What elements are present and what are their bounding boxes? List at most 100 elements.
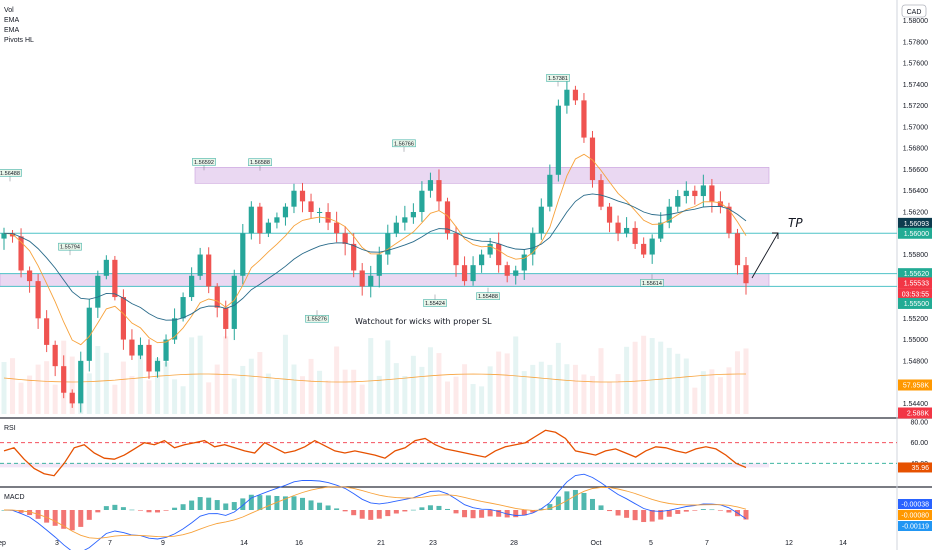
price-tag-bg — [898, 268, 932, 280]
rsi-value-tag-bg — [898, 462, 932, 473]
candle-body — [154, 360, 161, 372]
macd-histogram-bar — [27, 510, 33, 516]
volume-bar — [282, 334, 288, 414]
volume-bar — [624, 346, 630, 414]
tp-arrow-head — [772, 232, 779, 239]
volume-bar — [496, 351, 502, 414]
macd-histogram-bar — [717, 510, 723, 511]
candle-body — [1, 233, 7, 239]
macd-histogram-bar — [436, 505, 442, 510]
volume-bar — [607, 381, 613, 414]
macd-histogram-bar — [18, 510, 24, 513]
volume-bar — [146, 380, 152, 414]
volume-bar — [683, 358, 689, 414]
volume-bar — [27, 375, 33, 414]
pivot-box — [0, 169, 22, 177]
candle-body — [69, 392, 75, 404]
macd-histogram-bar — [393, 510, 399, 514]
candle-body — [163, 339, 169, 361]
price-tick: 1.56200 — [903, 210, 928, 217]
price-tag-label: 1.56093 — [904, 221, 929, 228]
volume-bar — [18, 382, 24, 414]
volume-bar — [376, 375, 382, 414]
volume-bar — [462, 364, 468, 414]
volume-bar — [214, 364, 220, 414]
macd-tag-label: -0.00038 — [901, 502, 929, 509]
volume-bar — [206, 382, 212, 414]
price-tick: 1.54800 — [903, 358, 928, 365]
volume-bar — [95, 346, 101, 414]
macd-histogram-bar — [658, 510, 664, 520]
candle-body — [470, 265, 476, 282]
macd-histogram-bar — [470, 510, 476, 519]
macd-histogram-bar — [69, 510, 75, 531]
price-tag-label: 1.56000 — [904, 231, 929, 238]
rsi-label[interactable]: RSI — [4, 425, 16, 432]
volume-bar — [223, 336, 229, 414]
macd-histogram-bar — [555, 496, 561, 510]
candle-body — [103, 259, 109, 276]
volume-bar — [675, 353, 681, 414]
volume-bar — [248, 358, 254, 414]
volume-bar — [564, 364, 570, 414]
volume-bar — [385, 340, 391, 414]
macd-histogram-bar — [308, 500, 314, 510]
legend-vol[interactable]: Vol — [4, 7, 14, 14]
candle-body — [419, 190, 425, 212]
price-tag-bg — [898, 297, 932, 309]
date-tick: 9 — [161, 540, 165, 547]
macd-line — [3, 473, 747, 550]
macd-histogram-bar — [513, 510, 519, 518]
macd-histogram-bar — [709, 509, 715, 511]
price-axis-layer: 1.58000 1.57800 1.57600 1.57400 1.57200 1.570… — [898, 18, 932, 419]
candle-body — [86, 307, 92, 361]
legend-pivots[interactable]: Pivots HL — [4, 37, 34, 44]
candle-body — [214, 286, 220, 308]
macd-histogram-bar — [641, 510, 647, 523]
price-tag-bg — [898, 227, 932, 239]
volume-bar — [692, 387, 698, 414]
macd-histogram-bar — [317, 502, 323, 510]
volume-bar — [700, 371, 706, 414]
pivot-label: 1.56592 — [194, 160, 214, 166]
candle-body — [606, 206, 613, 223]
candle-body — [410, 212, 416, 218]
volume-bar — [436, 353, 442, 414]
macd-histogram-bar — [206, 497, 212, 510]
take-profit-label[interactable]: TP — [788, 216, 803, 230]
macd-histogram-bar — [479, 510, 485, 518]
price-tag-bg — [898, 217, 932, 229]
candle-body — [487, 243, 493, 255]
candle-body — [632, 227, 638, 244]
rsi-tick: 60.00 — [910, 440, 928, 447]
macd-histogram-bar — [444, 508, 450, 510]
macd-histogram-bar — [726, 510, 732, 513]
volume-bar — [453, 376, 459, 414]
candle-body — [513, 270, 519, 276]
volume-bar — [726, 367, 732, 414]
candle-body — [623, 227, 630, 234]
legend-ema-2[interactable]: EMA — [4, 27, 20, 34]
pivot-box — [392, 139, 416, 148]
candle-body — [402, 217, 408, 223]
currency-badge[interactable]: CAD — [901, 4, 927, 18]
candle-body — [129, 339, 135, 356]
candle-body — [112, 259, 118, 298]
macd-histogram-bar — [530, 510, 536, 513]
candle-body — [521, 254, 527, 271]
legend-ema-1[interactable]: EMA — [4, 17, 20, 24]
macd-histogram-bar — [103, 506, 109, 510]
ema-fast-line — [3, 153, 747, 346]
candle-body — [206, 254, 212, 287]
macd-label[interactable]: MACD — [4, 494, 25, 501]
candle-body — [649, 238, 655, 255]
price-tick: 1.56800 — [903, 146, 928, 153]
wick-warning-note[interactable]: Watchout for wicks with proper SL — [355, 317, 492, 326]
candle-body — [61, 366, 67, 393]
volume-bar — [35, 364, 41, 414]
price-tick: 1.54400 — [903, 401, 928, 408]
candle-body — [120, 297, 127, 340]
date-tick: 14 — [839, 540, 847, 547]
candle-body — [427, 180, 434, 191]
macd-histogram-bar — [86, 510, 92, 520]
